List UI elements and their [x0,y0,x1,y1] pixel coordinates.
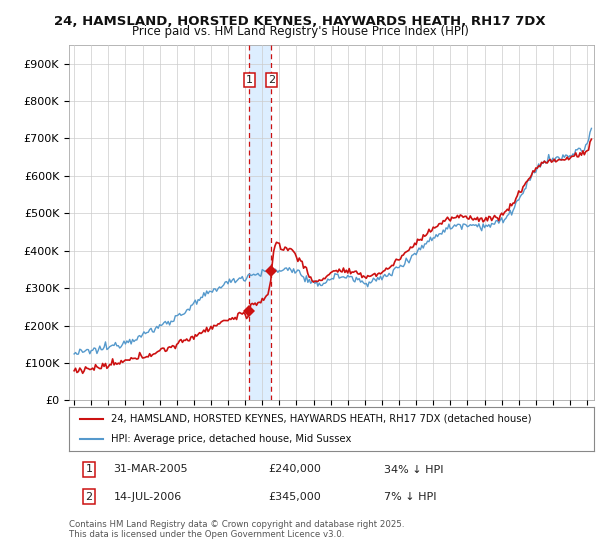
Text: 1: 1 [85,464,92,474]
Text: 24, HAMSLAND, HORSTED KEYNES, HAYWARDS HEATH, RH17 7DX: 24, HAMSLAND, HORSTED KEYNES, HAYWARDS H… [54,15,546,27]
Text: HPI: Average price, detached house, Mid Sussex: HPI: Average price, detached house, Mid … [111,434,352,444]
Text: 24, HAMSLAND, HORSTED KEYNES, HAYWARDS HEATH, RH17 7DX (detached house): 24, HAMSLAND, HORSTED KEYNES, HAYWARDS H… [111,414,532,424]
Bar [250,45,271,400]
Text: 2: 2 [268,76,275,85]
Text: 14-JUL-2006: 14-JUL-2006 [113,492,182,502]
Text: 34% ↓ HPI: 34% ↓ HPI [384,464,443,474]
Text: 31-MAR-2005: 31-MAR-2005 [113,464,188,474]
Text: Price paid vs. HM Land Registry's House Price Index (HPI): Price paid vs. HM Land Registry's House … [131,25,469,38]
Text: £345,000: £345,000 [269,492,321,502]
Text: 7% ↓ HPI: 7% ↓ HPI [384,492,437,502]
Text: 1: 1 [246,76,253,85]
Text: £240,000: £240,000 [269,464,322,474]
Text: 2: 2 [85,492,92,502]
Text: Contains HM Land Registry data © Crown copyright and database right 2025.
This d: Contains HM Land Registry data © Crown c… [69,520,404,539]
